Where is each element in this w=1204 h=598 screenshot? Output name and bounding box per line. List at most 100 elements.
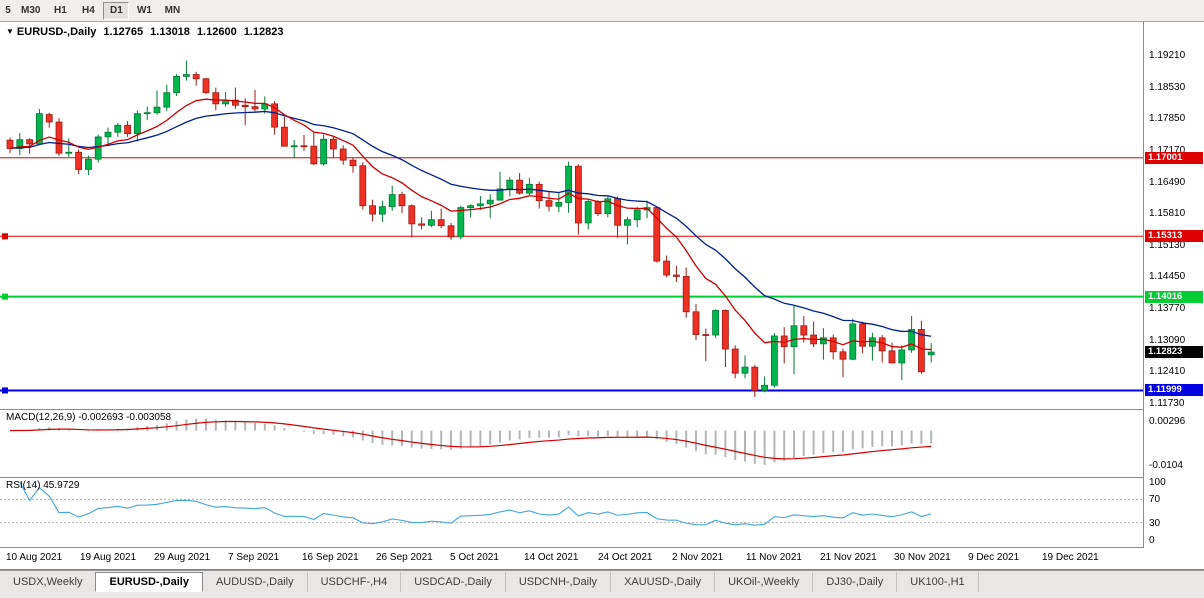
candle	[908, 329, 915, 351]
candle	[280, 126, 288, 147]
timeframe-button-m30[interactable]: M30	[21, 5, 41, 16]
candle	[888, 350, 896, 364]
price-axis-label: 1.15130	[1149, 239, 1186, 251]
candle	[408, 205, 416, 225]
candle	[65, 151, 73, 154]
candle	[633, 209, 641, 221]
tab-usdcnh-daily[interactable]: USDCNH-,Daily	[506, 572, 612, 592]
ohlc-low: 1.12600	[196, 26, 237, 38]
candle	[251, 106, 259, 110]
candle	[75, 151, 82, 170]
macd-panel[interactable]: MACD(12,26,9) -0.002693 -0.003058	[0, 410, 1143, 477]
tab-ukoil-weekly[interactable]: UKOil-,Weekly	[715, 572, 814, 592]
tab-usdchf-h4[interactable]: USDCHF-,H4	[308, 572, 402, 592]
panel-separator[interactable]	[0, 409, 1204, 410]
candle	[682, 276, 690, 313]
tab-uk100-h1[interactable]: UK100-,H1	[897, 572, 979, 592]
price-line-tag: 1.17001	[1145, 151, 1203, 164]
candle	[918, 329, 925, 373]
macd-axis-label: -0.0104	[1149, 460, 1183, 472]
candle	[271, 103, 279, 128]
price-line-tag: 1.15313	[1145, 230, 1203, 243]
rsi-chart-canvas[interactable]	[0, 478, 1143, 547]
candle	[506, 179, 514, 190]
candle	[182, 74, 190, 77]
candle	[761, 384, 768, 391]
date-label: 24 Oct 2021	[598, 552, 653, 563]
candle	[290, 145, 298, 148]
macd-signal-line	[9, 420, 932, 460]
candle	[143, 112, 151, 115]
chart-window: ▼ EURUSD-,Daily 1.12765 1.13018 1.12600 1.128…	[0, 22, 1204, 570]
timeframe-button-w1[interactable]: W1	[136, 5, 152, 16]
candle	[614, 198, 621, 226]
candle	[565, 165, 572, 203]
price-panel[interactable]: ▼ EURUSD-,Daily 1.12765 1.13018 1.12600 1.128…	[0, 22, 1143, 409]
candle	[467, 205, 475, 208]
price-chart-canvas[interactable]	[0, 22, 1143, 409]
candle	[516, 179, 523, 194]
tab-usdcad-daily[interactable]: USDCAD-,Daily	[401, 572, 506, 592]
candle	[712, 309, 719, 336]
candle	[839, 351, 847, 360]
candle	[153, 106, 161, 114]
time-axis[interactable]: 10 Aug 2021 19 Aug 2021 29 Aug 2021 7 Sep 2…	[0, 548, 1143, 568]
price-axis[interactable]: 1.19210 1.18530 1.17850 1.17170 1.16490 1.158…	[1143, 22, 1204, 548]
candle	[55, 121, 63, 154]
candle	[231, 99, 239, 106]
candle	[163, 92, 171, 108]
candle	[212, 92, 220, 105]
hline-handle[interactable]	[2, 387, 8, 394]
timeframe-button-h1[interactable]: H1	[54, 5, 67, 16]
candle	[329, 138, 337, 150]
date-label: 7 Sep 2021	[228, 552, 280, 563]
candle	[369, 205, 377, 215]
candle	[800, 325, 808, 336]
price-axis-label: 1.18530	[1149, 81, 1186, 93]
ma-slow-line	[9, 110, 932, 337]
rsi-panel[interactable]: RSI(14) 45.9729	[0, 478, 1143, 547]
candle	[927, 351, 935, 356]
candle	[437, 219, 445, 227]
ohlc-close: 1.12823	[243, 26, 284, 38]
timeframe-button-5[interactable]: 5	[5, 5, 11, 16]
candle	[584, 201, 592, 224]
macd-chart-canvas[interactable]	[0, 410, 1143, 477]
hline-handle[interactable]	[2, 233, 8, 240]
candle	[594, 201, 602, 215]
date-label: 21 Nov 2021	[820, 552, 877, 563]
hline-handle[interactable]	[2, 293, 8, 300]
panel-separator[interactable]	[0, 477, 1204, 478]
candle	[427, 219, 435, 226]
rsi-axis-label: 0	[1149, 535, 1155, 546]
candle	[241, 104, 249, 108]
tab-xauusd-daily[interactable]: XAUUSD-,Daily	[611, 572, 716, 592]
candle	[173, 76, 181, 94]
timeframe-toolbar: 5 M30 H1 H4 D1 W1 MN	[0, 0, 1204, 22]
tab-usdx-weekly[interactable]: USDX,Weekly	[0, 572, 97, 592]
candle	[751, 366, 759, 391]
rsi-line	[19, 481, 932, 526]
date-label: 5 Oct 2021	[450, 552, 499, 563]
candle	[476, 203, 484, 207]
candle	[320, 138, 328, 165]
timeframe-button-h4[interactable]: H4	[82, 5, 95, 16]
candle	[496, 188, 504, 201]
timeframe-button-mn[interactable]: MN	[164, 5, 181, 16]
candle	[555, 202, 563, 207]
candle	[300, 145, 308, 148]
candle	[45, 114, 53, 123]
candle	[310, 145, 318, 165]
date-label: 19 Aug 2021	[80, 552, 137, 563]
candle	[388, 194, 396, 208]
candles	[6, 60, 935, 397]
candle	[26, 139, 34, 145]
tab-dj30-daily[interactable]: DJ30-,Daily	[813, 572, 898, 592]
candle	[771, 335, 778, 386]
chart-dropdown-icon[interactable]: ▼	[6, 27, 14, 36]
candle	[692, 311, 700, 335]
timeframe-button-d1[interactable]: D1	[103, 1, 130, 20]
tab-eurusd-daily[interactable]: EURUSD-,Daily	[95, 572, 203, 592]
tab-audusd-daily[interactable]: AUDUSD-,Daily	[203, 572, 308, 592]
date-label: 19 Dec 2021	[1042, 552, 1099, 563]
